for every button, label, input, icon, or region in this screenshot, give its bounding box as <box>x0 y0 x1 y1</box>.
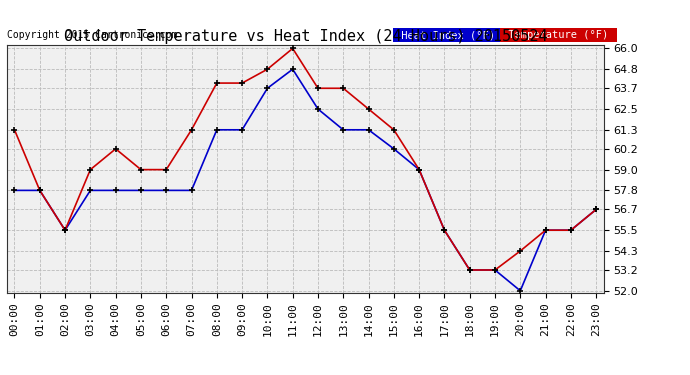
Text: Copyright 2015 Cartronics.com: Copyright 2015 Cartronics.com <box>7 30 177 40</box>
Text: Heat Index (°F): Heat Index (°F) <box>395 30 501 40</box>
Text: Temperature (°F): Temperature (°F) <box>502 30 615 40</box>
Title: Outdoor Temperature vs Heat Index (24 Hours) 20150524: Outdoor Temperature vs Heat Index (24 Ho… <box>63 29 547 44</box>
